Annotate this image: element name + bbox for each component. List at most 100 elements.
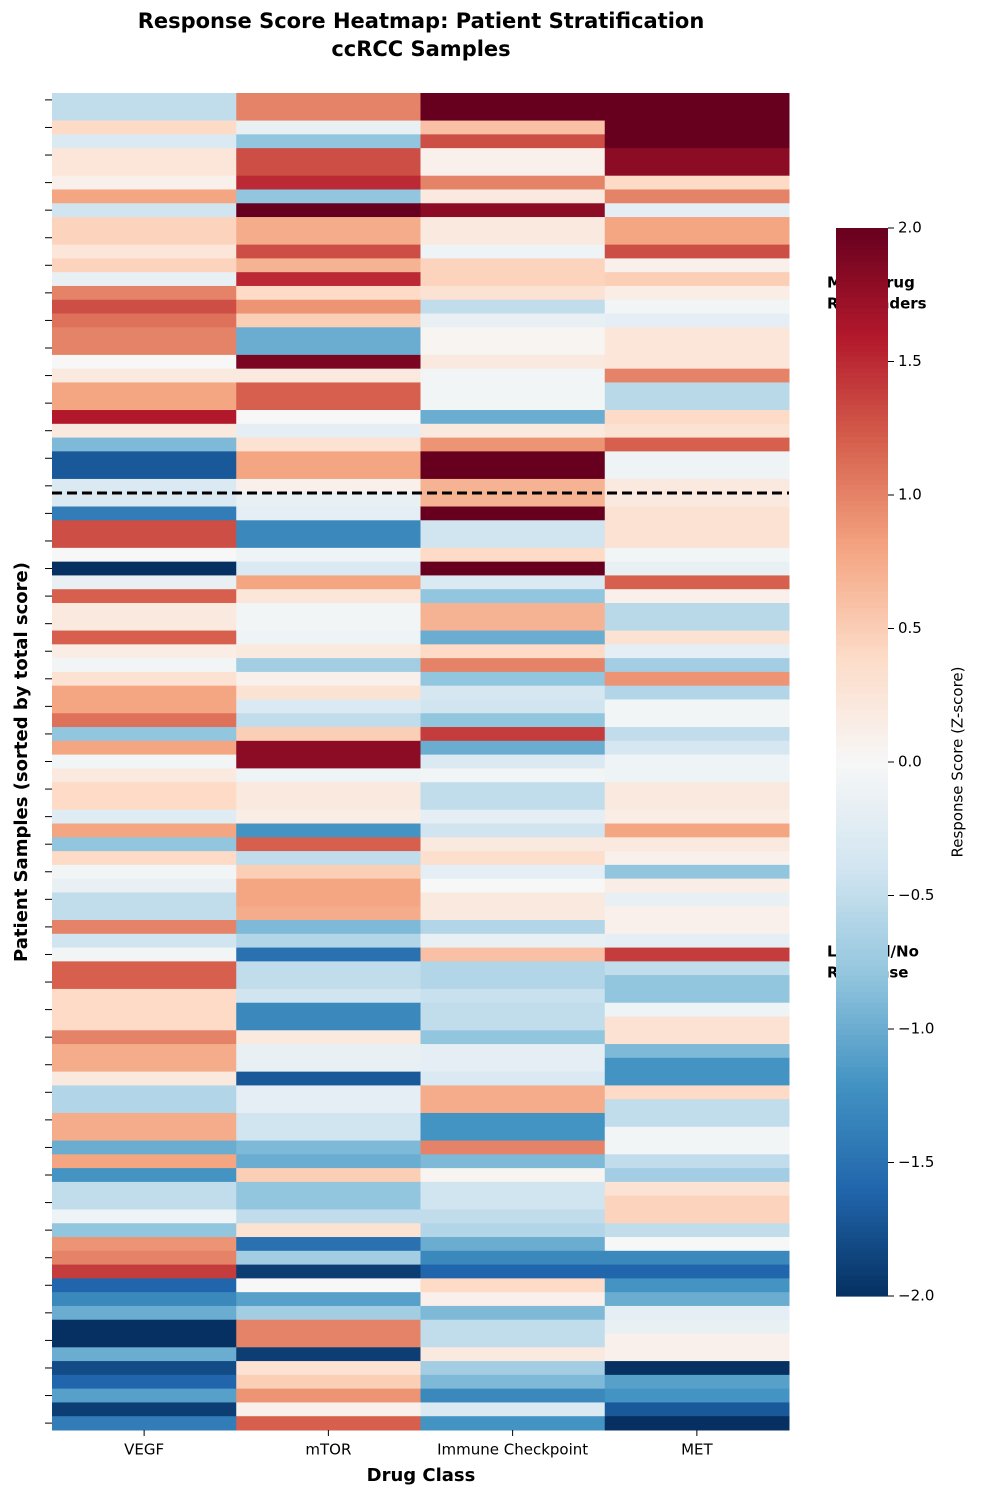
heatmap-cell [52,933,237,949]
colorbar-segment [836,1247,888,1254]
heatmap-cell [52,1085,237,1100]
colorbar-segment [836,1231,888,1238]
colorbar-segment [836,617,888,624]
heatmap-cell [236,478,421,494]
heatmap-cell [52,1388,237,1403]
heatmap-cell [52,272,237,287]
heatmap-cell [604,1319,790,1335]
colorbar-segment [836,585,888,592]
heatmap-cell [420,520,606,535]
colorbar-segment [836,804,888,811]
heatmap-cell [52,713,237,728]
heatmap-cell [604,451,790,466]
heatmap-cell [52,217,237,232]
colorbar-segment [836,852,888,859]
colorbar-segment [836,297,888,304]
colorbar-segment [836,943,888,950]
heatmap-cell [604,410,790,425]
heatmap-cell [52,1099,237,1114]
heatmap-cell [52,1126,237,1142]
colorbar-tick-label: 1.0 [898,486,922,504]
colorbar-segment [836,543,888,549]
heatmap-cell [604,616,790,632]
heatmap-cell [52,451,237,466]
heatmap-cell [420,1402,606,1417]
colorbar-segment [836,238,888,245]
colorbar-segment [836,495,888,501]
heatmap-cell [52,161,237,177]
colorbar-segment [836,521,888,528]
heatmap-cell [52,1374,237,1390]
colorbar-segment [836,948,888,955]
heatmap-cell [420,1071,606,1086]
colorbar-segment [836,329,888,336]
heatmap-cell [52,492,237,508]
heatmap-cell [52,658,237,673]
heatmap-cell [420,134,606,149]
chart-title: Response Score Heatmap: Patient Stratifi… [138,9,705,33]
heatmap-cell [420,1085,606,1100]
colorbar-segment [836,1071,888,1078]
heatmap-cell [604,1195,790,1210]
heatmap-cell [236,437,421,452]
colorbar-segment [836,372,888,379]
heatmap-cell [604,699,790,714]
heatmap-cell [420,1140,606,1155]
heatmap-cell [604,299,790,315]
heatmap-cell [604,975,790,990]
heatmap-cell [236,1195,421,1210]
heatmap-cell [236,602,421,618]
heatmap-cell [236,1030,421,1045]
heatmap-cell [420,106,606,122]
heatmap-cell [420,230,606,246]
colorbar-segment [836,740,888,747]
colorbar-segment [836,302,888,309]
heatmap-cell [52,1237,237,1252]
heatmap-cell [52,768,237,783]
colorbar-segment [836,745,888,752]
heatmap-cell [52,175,237,190]
heatmap-cell [52,520,237,535]
colorbar-segment [836,559,888,566]
heatmap-cell [52,851,237,866]
heatmap-cell [604,437,790,452]
heatmap-cell [604,795,790,811]
heatmap-cell [236,713,421,728]
colorbar-segment [836,356,888,363]
x-tick-label: VEGF [124,1441,164,1459]
heatmap-cell [236,423,421,439]
heatmap-cell [420,685,606,700]
heatmap-cell [604,809,790,825]
heatmap-cell [52,354,237,370]
heatmap-cell [604,754,790,769]
heatmap-cell [236,1250,421,1266]
heatmap-cell [604,258,790,273]
colorbar-segment [836,1119,888,1126]
colorbar-segment [836,324,888,331]
heatmap-cell [604,1140,790,1155]
heatmap-cell [52,644,237,659]
heatmap-cell [236,1126,421,1142]
colorbar-segment [836,1151,888,1158]
heatmap-cell [604,920,790,935]
heatmap-cell [52,1305,237,1321]
colorbar-segment [836,890,888,897]
heatmap-cell [604,382,790,397]
heatmap-cell [236,520,421,535]
heatmap-cell [52,1209,237,1224]
heatmap-cell [604,1099,790,1114]
heatmap-cell [604,396,790,411]
heatmap-cell [52,313,237,328]
colorbar-segment [836,1125,888,1132]
colorbar-tick-label: 0.0 [898,753,922,771]
colorbar-segment [836,906,888,913]
heatmap-cell [52,809,237,825]
heatmap-cell [420,368,606,383]
heatmap-cell [604,148,790,163]
colorbar-segment [836,767,888,774]
heatmap-cell [604,1030,790,1045]
x-tick-label: Immune Checkpoint [437,1441,588,1459]
colorbar-segment [836,318,888,325]
heatmap-cell [604,727,790,742]
heatmap-cell [604,520,790,535]
